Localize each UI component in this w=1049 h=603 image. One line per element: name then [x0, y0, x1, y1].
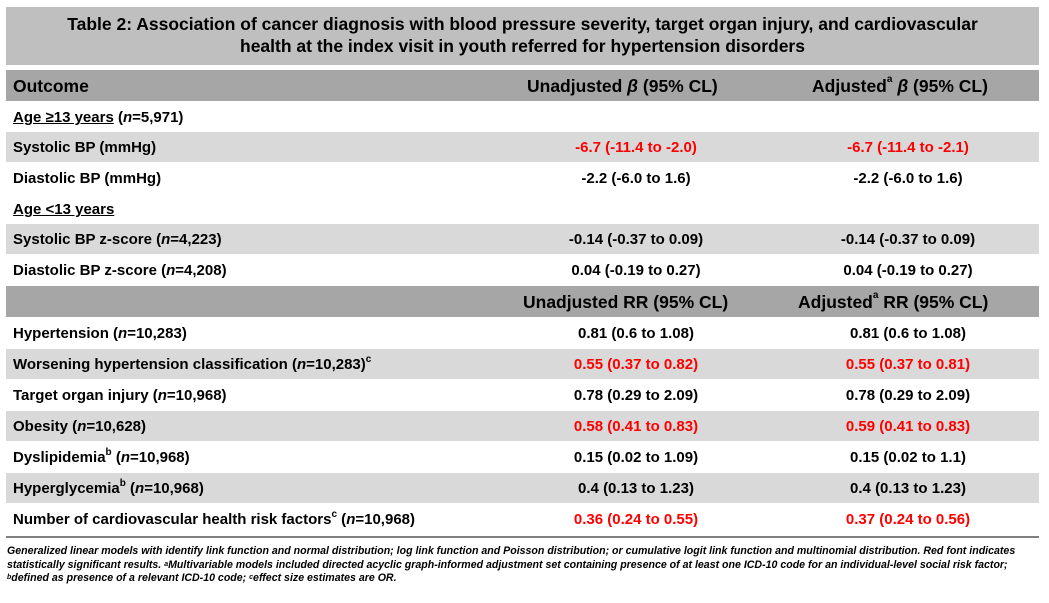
- table-row: Number of cardiovascular health risk fac…: [13, 509, 971, 528]
- table-row: Worsening hypertension classification (n…: [6, 349, 1039, 379]
- outcome-header: Outcome: [13, 76, 89, 96]
- table-bottom-rule: [6, 536, 1039, 538]
- table-row: Dyslipidemiab (n=10,968) 0.15 (0.02 to 1…: [13, 447, 966, 466]
- table-row: Systolic BP (mmHg) -6.7 (-11.4 to -2.0) …: [6, 132, 1039, 162]
- section-label: Age ≥13 years: [13, 109, 114, 126]
- table-row: Diastolic BP (mmHg) -2.2 (-6.0 to 1.6) -…: [13, 170, 963, 187]
- rr-header-row: Unadjusted RR (95% CL) Adjusteda RR (95%…: [6, 286, 1039, 317]
- section-label: Age <13 years: [13, 201, 115, 218]
- table-row: Target organ injury (n=10,968) 0.78 (0.2…: [13, 387, 971, 404]
- adjusted-rr-header: Adjusteda RR (95% CL): [798, 290, 989, 312]
- table-title-line2: health at the index visit in youth refer…: [240, 36, 805, 56]
- table-row: Obesity (n=10,628) 0.58 (0.41 to 0.83) 0…: [6, 411, 1039, 441]
- table-footnote: Generalized linear models with identify …: [7, 545, 1016, 584]
- table-title: Table 2: Association of cancer diagnosis…: [6, 7, 1039, 65]
- column-header-row: Outcome Unadjusted β (95% CL) Adjusteda …: [6, 70, 1039, 101]
- table-row: Systolic BP z-score (n=4,223) -0.14 (-0.…: [6, 224, 1039, 254]
- section-age-under-13: Age <13 years: [6, 194, 1039, 224]
- unadjusted-rr-header: Unadjusted RR (95% CL): [523, 292, 729, 312]
- unadjusted-beta-header: Unadjusted β (95% CL): [527, 76, 718, 96]
- section-age-13-plus: Age ≥13 years (n=5,971): [13, 109, 184, 126]
- table-row: Hypertension (n=10,283) 0.81 (0.6 to 1.0…: [13, 325, 966, 342]
- adjusted-beta-header: Adjusteda β (95% CL): [812, 74, 988, 96]
- table-row: Diastolic BP z-score (n=4,208) 0.04 (-0.…: [13, 262, 973, 279]
- table-title-line1: Table 2: Association of cancer diagnosis…: [67, 14, 978, 34]
- table-row: Hyperglycemiab (n=10,968) 0.4 (0.13 to 1…: [6, 473, 1039, 503]
